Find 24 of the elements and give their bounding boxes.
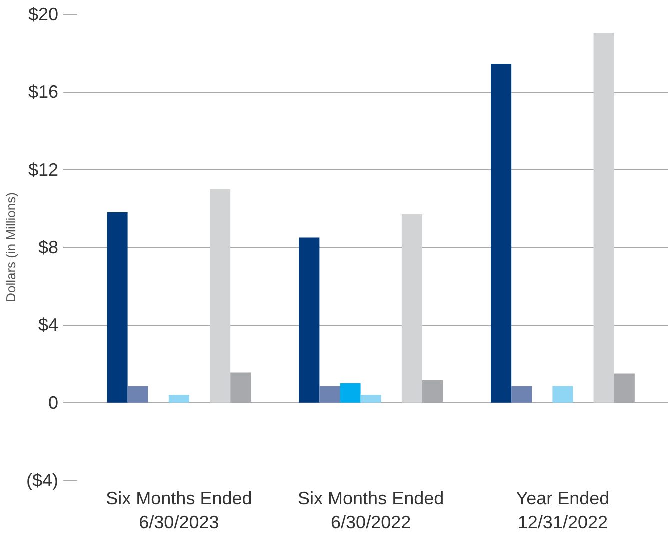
bar <box>320 386 340 403</box>
bar <box>128 386 148 403</box>
bar <box>210 189 231 403</box>
bar <box>402 214 422 403</box>
bar <box>340 383 361 403</box>
x-tick-label: Six Months Ended 6/30/2022 <box>298 488 444 532</box>
y-tick-label: $16 <box>28 82 59 102</box>
bar <box>360 395 382 403</box>
y-tick-label: $12 <box>28 160 59 180</box>
y-tick-label: ($4) <box>26 470 59 490</box>
y-axis-title: Dollars (in Millions) <box>3 192 18 302</box>
y-tick-label: 0 <box>48 392 59 413</box>
bar <box>512 386 532 403</box>
bar <box>594 32 614 403</box>
bar <box>168 395 190 403</box>
bar <box>107 212 128 403</box>
y-tick-label: $8 <box>38 238 59 258</box>
bar <box>299 238 320 403</box>
bar <box>491 64 512 403</box>
x-tick-label: Six Months Ended 6/30/2023 <box>106 488 252 532</box>
bar <box>552 386 574 403</box>
x-tick-label: Year Ended 12/31/2022 <box>516 488 610 532</box>
y-tick-label: $20 <box>28 4 59 24</box>
y-tick-label: $4 <box>38 315 59 336</box>
